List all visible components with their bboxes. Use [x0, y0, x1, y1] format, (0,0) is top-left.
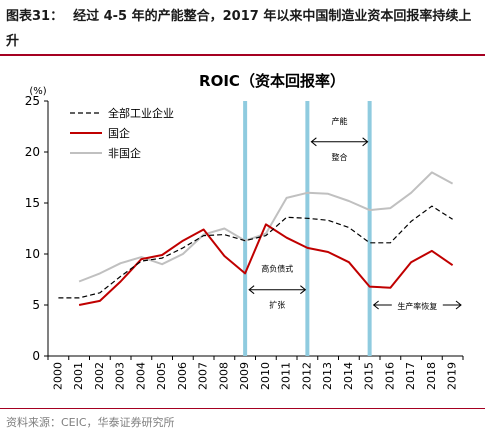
y-tick-label: 15: [25, 196, 40, 210]
figure-title: 图表31： 经过 4-5 年的产能整合，2017 年以来中国制造业资本回报率持续上…: [6, 4, 480, 54]
x-tick-label: 2012: [300, 362, 313, 390]
source-note: 资料来源：CEIC，华泰证券研究所: [6, 416, 175, 429]
x-tick-label: 2007: [197, 362, 210, 390]
x-tick-label: 2004: [134, 362, 147, 390]
y-tick-label: 25: [25, 94, 40, 108]
x-tick-label: 2015: [363, 362, 376, 390]
x-tick-label: 2014: [342, 362, 355, 390]
figure-label: 图表31：: [6, 9, 64, 24]
y-axis-unit-label: (%): [29, 86, 46, 97]
soe-line: [78, 223, 454, 306]
top-rule: [0, 54, 485, 56]
x-tick-label: 2018: [425, 362, 438, 390]
x-tick-label: 2008: [217, 362, 230, 390]
arrow-head: [372, 300, 379, 310]
x-tick-label: 2006: [176, 362, 189, 390]
y-tick-label: 20: [25, 145, 40, 159]
annotation-label-recovery: 生产率恢复: [397, 301, 437, 311]
y-tick-label: 5: [32, 298, 40, 312]
legend-label: 全部工业企业: [108, 106, 174, 120]
arrow-head: [310, 137, 317, 147]
x-tick-label: 2016: [383, 362, 396, 390]
x-tick-label: 2009: [238, 362, 251, 390]
x-tick-label: 2010: [259, 362, 272, 390]
chart-title: ROIC（资本回报率）: [199, 72, 345, 90]
annotation-label-capacity: 整合: [332, 152, 348, 162]
all-industry-line: [58, 205, 453, 299]
non-soe-line: [78, 171, 454, 283]
x-tick-label: 2000: [51, 362, 64, 390]
arrow-head: [455, 300, 462, 310]
figure-title-text: 经过 4-5 年的产能整合，2017 年以来中国制造业资本回报率持续上升: [6, 9, 472, 49]
y-tick-label: 0: [32, 349, 40, 363]
annotation-label-high-debt: 扩张: [269, 300, 285, 310]
x-tick-label: 2003: [114, 362, 127, 390]
annotation-label-bg: [391, 297, 443, 313]
arrow-head: [300, 285, 307, 295]
annotation-label-capacity: 产能: [332, 116, 348, 126]
x-tick-label: 2005: [155, 362, 168, 390]
annotation-label-high-debt: 高负债式: [261, 264, 293, 274]
x-tick-label: 2001: [72, 362, 85, 390]
x-tick-label: 2002: [93, 362, 106, 390]
plot-area: 0 5 10 15 20 25 2000 2001 2002 2003 2004 2005 2006 20…: [25, 94, 464, 390]
arrow-head: [248, 285, 255, 295]
arrow-head: [362, 137, 369, 147]
legend-label: 非国企: [108, 146, 141, 160]
bottom-rule: [0, 408, 485, 409]
y-tick-label: 10: [25, 247, 40, 261]
x-tick-label: 2017: [404, 362, 417, 390]
legend-label: 国企: [108, 126, 130, 140]
x-tick-label: 2013: [321, 362, 334, 390]
x-tick-label: 2011: [280, 362, 293, 390]
x-tick-label: 2019: [446, 362, 459, 390]
